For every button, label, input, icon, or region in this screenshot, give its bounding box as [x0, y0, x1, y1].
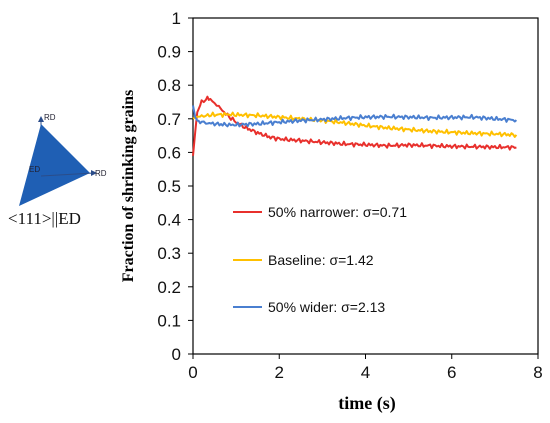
y-tick-label: 0 — [172, 345, 181, 364]
y-tick-label: 0.4 — [157, 211, 181, 230]
legend: 50% narrower: σ=0.71 Baseline: σ=1.42 50… — [233, 204, 407, 315]
series-layer — [192, 95, 518, 156]
series-baseline — [192, 111, 518, 138]
x-axis: 0 2 4 6 8 — [188, 354, 543, 382]
y-tick-label: 0.5 — [157, 177, 181, 196]
y-tick-label: 0.6 — [157, 143, 181, 162]
y-axis: 0 0.1 0.2 0.3 0.4 0.5 0.6 0.7 0.8 0.9 1 — [157, 9, 193, 364]
legend-label-baseline: Baseline: σ=1.42 — [268, 252, 374, 268]
y-tick-label: 1 — [172, 9, 181, 28]
orientation-inset: RD RD ED <111>||ED — [8, 113, 107, 228]
x-tick-label: 2 — [275, 363, 284, 382]
y-tick-label: 0.2 — [157, 278, 181, 297]
y-tick-label: 0.7 — [157, 110, 181, 129]
x-axis-title: time (s) — [338, 393, 395, 414]
inset-center-label: ED — [29, 165, 40, 174]
legend-label-wider: 50% wider: σ=2.13 — [268, 299, 385, 315]
y-axis-title: Fraction of shrinking grains — [120, 90, 137, 282]
x-tick-label: 0 — [188, 363, 197, 382]
inset-caption: <111>||ED — [8, 209, 81, 228]
x-tick-label: 8 — [533, 363, 542, 382]
legend-item-narrower: 50% narrower: σ=0.71 — [233, 204, 407, 220]
y-tick-label: 0.9 — [157, 43, 181, 62]
inset-horizontal-axis — [40, 172, 95, 177]
y-tick-label: 0.3 — [157, 244, 181, 263]
x-tick-label: 4 — [361, 363, 370, 382]
series-wider — [192, 105, 518, 128]
x-tick-label: 6 — [447, 363, 456, 382]
inset-vertical-arrowhead — [38, 116, 44, 122]
inset-top-axis-label: RD — [44, 113, 56, 122]
y-tick-label: 0.8 — [157, 76, 181, 95]
legend-label-narrower: 50% narrower: σ=0.71 — [268, 204, 407, 220]
inset-triangle — [19, 124, 90, 206]
inset-horizontal-arrowhead — [91, 170, 97, 176]
inset-right-axis-label: RD — [95, 169, 107, 178]
legend-item-wider: 50% wider: σ=2.13 — [233, 299, 385, 315]
series-narrower — [192, 95, 517, 156]
legend-item-baseline: Baseline: σ=1.42 — [233, 252, 374, 268]
y-tick-label: 0.1 — [157, 311, 181, 330]
